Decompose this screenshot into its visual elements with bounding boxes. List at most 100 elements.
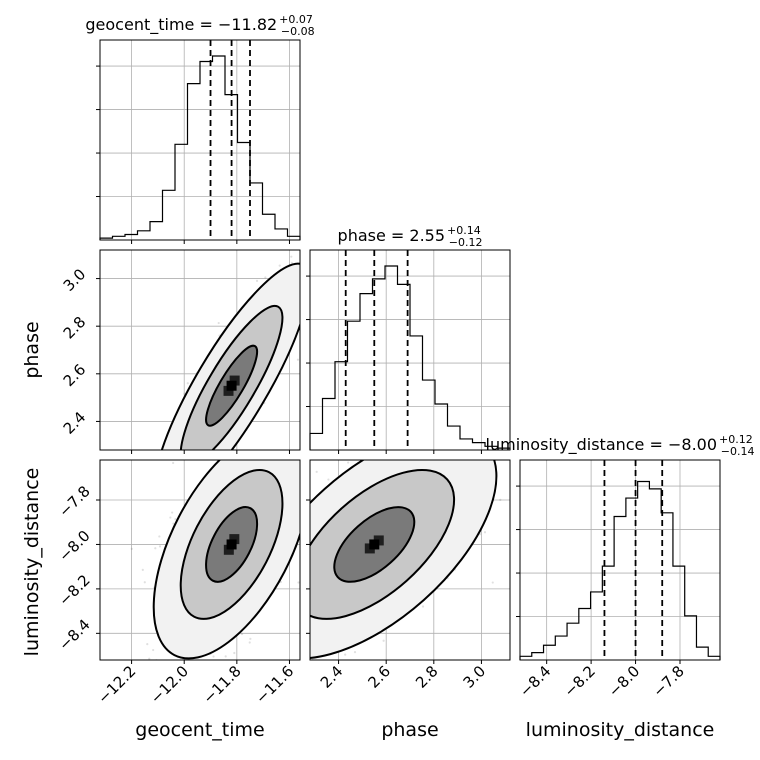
sample-point xyxy=(233,651,236,655)
sample-point xyxy=(304,487,306,489)
sample-point xyxy=(164,536,166,538)
sample-point xyxy=(169,475,171,477)
panel-content xyxy=(130,450,317,660)
sample-point xyxy=(297,581,300,584)
sample-point xyxy=(301,611,303,613)
sample-point xyxy=(483,531,487,534)
sample-point xyxy=(301,483,303,485)
sample-point xyxy=(220,450,222,452)
sample-point xyxy=(120,529,122,531)
sample-point xyxy=(295,612,297,614)
sample-point xyxy=(303,634,305,636)
sample-point xyxy=(306,503,308,505)
sample-point xyxy=(153,461,155,463)
x-tick-label: −11.6 xyxy=(252,662,297,707)
sample-point xyxy=(171,511,174,514)
sample-point xyxy=(452,455,454,457)
contour-line xyxy=(205,506,259,583)
sample-point xyxy=(245,647,247,649)
y-tick-label: 2.6 xyxy=(60,360,90,390)
sample-point xyxy=(301,450,303,452)
sample-point xyxy=(147,538,149,540)
sample-point xyxy=(195,472,197,474)
sample-point xyxy=(301,622,303,624)
sample-point xyxy=(164,470,166,472)
sample-point xyxy=(302,274,304,276)
histogram-phase xyxy=(309,265,511,450)
sample-point xyxy=(172,465,174,467)
sample-point xyxy=(172,522,175,525)
sample-point xyxy=(193,457,195,459)
sample-point xyxy=(307,612,309,614)
sample-point xyxy=(312,284,314,286)
contour-line xyxy=(310,468,456,620)
sample-point xyxy=(148,657,151,660)
sample-point xyxy=(130,547,133,550)
sample-point xyxy=(429,454,431,456)
sample-point xyxy=(398,456,400,458)
sample-point xyxy=(452,454,454,456)
x-tick-label: 2.4 xyxy=(317,662,347,692)
sample-point xyxy=(243,457,245,459)
sample-point xyxy=(158,484,160,486)
sample-point xyxy=(181,492,183,494)
sample-point xyxy=(302,493,304,495)
sample-point xyxy=(285,613,287,615)
xlabel-luminosity-distance: luminosity_distance xyxy=(526,719,715,741)
sample-point xyxy=(435,442,437,444)
histogram-geocent_time xyxy=(99,55,301,240)
sample-point xyxy=(302,529,304,531)
sample-point xyxy=(305,570,307,572)
contour-line xyxy=(179,468,284,620)
sample-point xyxy=(315,470,318,473)
sample-point xyxy=(183,455,185,457)
sample-point xyxy=(264,276,267,279)
sample-point xyxy=(249,637,252,640)
sample-point xyxy=(167,484,169,486)
y-tick-label: 3.0 xyxy=(60,265,90,295)
sample-point xyxy=(212,655,215,658)
sample-point xyxy=(170,478,172,480)
sample-point xyxy=(185,492,187,494)
sample-point xyxy=(184,465,186,467)
labels-layer: geocent_time phase luminosity_distance p… xyxy=(21,13,754,741)
sample-point xyxy=(311,326,313,328)
sample-point xyxy=(195,465,197,467)
sample-point xyxy=(203,451,205,453)
sample-point xyxy=(169,516,172,519)
sample-point xyxy=(192,452,194,454)
panel-frame xyxy=(99,459,301,661)
sample-point xyxy=(192,451,194,453)
sample-point xyxy=(296,648,298,650)
sample-point xyxy=(145,493,147,495)
sample-point xyxy=(190,457,192,459)
sample-point xyxy=(202,452,204,454)
sample-point xyxy=(157,511,159,513)
sample-point xyxy=(410,453,412,455)
sample-point xyxy=(303,641,305,643)
sample-point xyxy=(251,452,253,454)
sample-point xyxy=(302,621,304,623)
sample-point xyxy=(155,485,157,487)
sample-point xyxy=(189,464,191,466)
sample-point xyxy=(303,454,305,456)
sample-point xyxy=(188,473,190,475)
sample-point xyxy=(424,438,426,440)
sample-point xyxy=(344,653,347,656)
sample-point xyxy=(212,461,214,463)
sample-point xyxy=(262,457,264,459)
sample-point xyxy=(293,450,295,452)
sample-point xyxy=(217,457,219,459)
x-tick-label: 2.6 xyxy=(364,662,394,692)
sample-point xyxy=(181,500,183,502)
density-cell xyxy=(226,380,237,391)
xlabel-geocent-time: geocent_time xyxy=(135,719,264,741)
sample-point xyxy=(159,503,161,505)
sample-point xyxy=(206,457,208,459)
density-cell xyxy=(223,544,234,555)
sample-point xyxy=(315,485,317,487)
sample-point xyxy=(292,626,294,628)
sample-point xyxy=(276,657,278,659)
sample-point xyxy=(303,615,305,617)
